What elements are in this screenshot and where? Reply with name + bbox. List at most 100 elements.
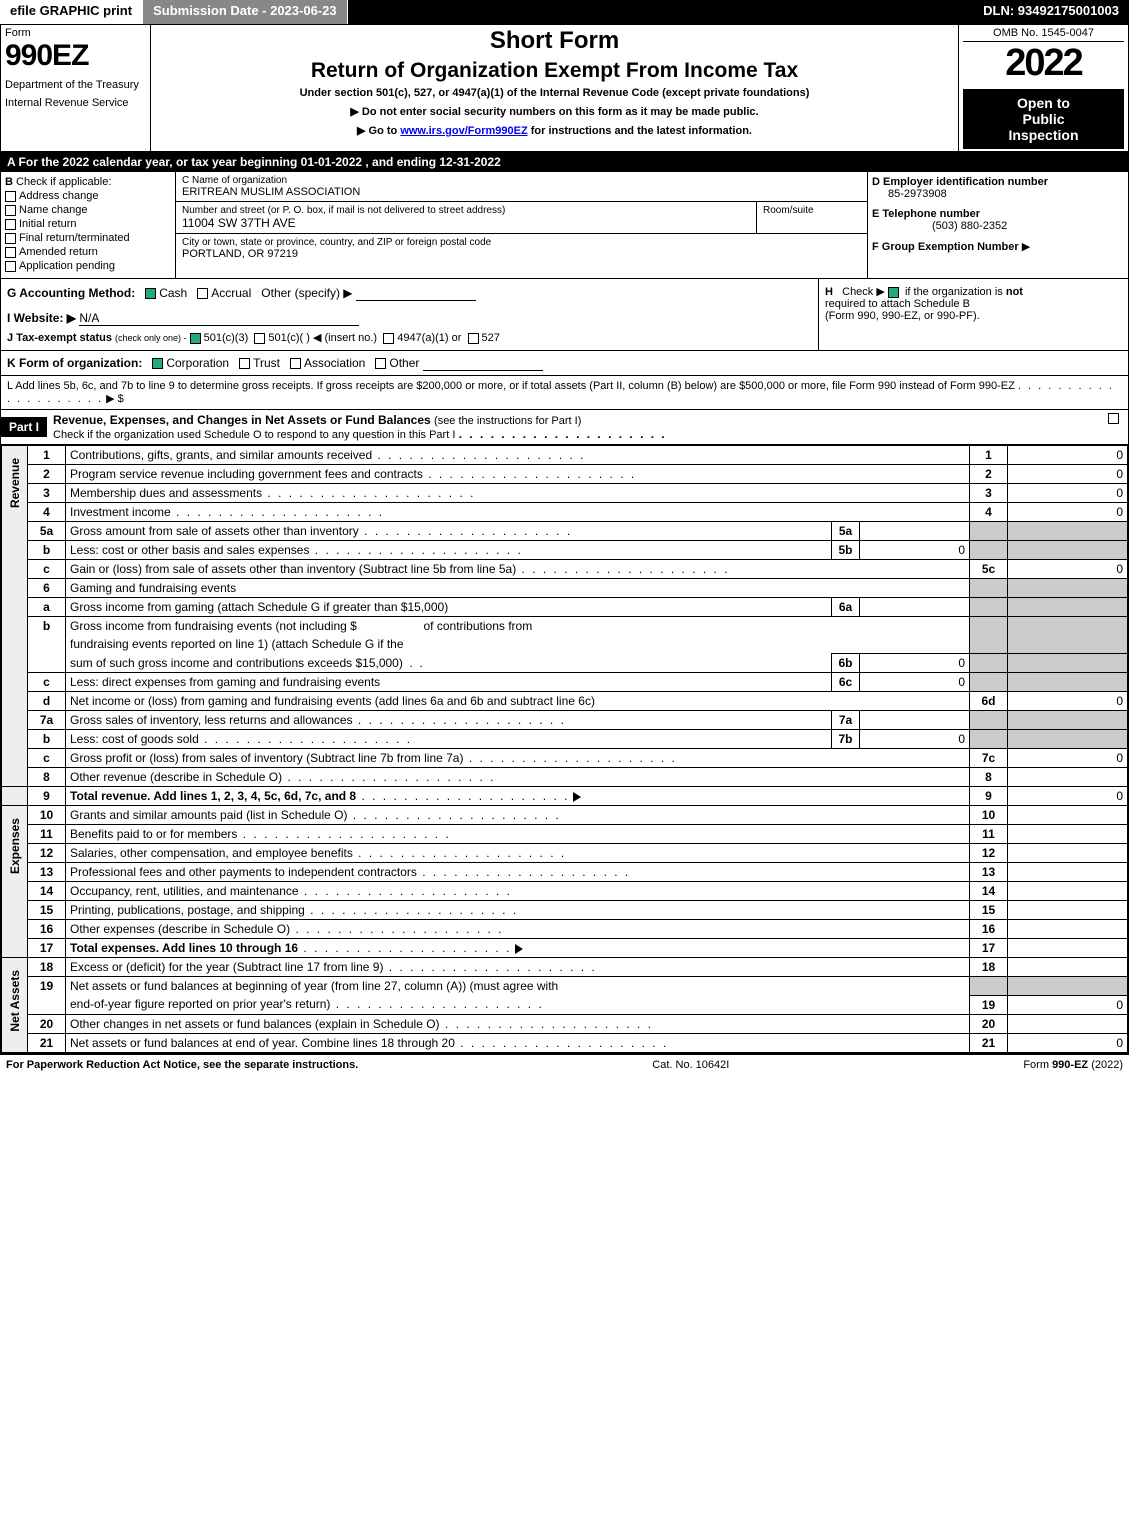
chk-501c3[interactable] xyxy=(190,333,201,344)
l-text: L Add lines 5b, 6c, and 7b to line 9 to … xyxy=(7,380,1015,392)
part1-check: Check if the organization used Schedule … xyxy=(53,429,455,441)
section-a-bar: A For the 2022 calendar year, or tax yea… xyxy=(1,152,1128,172)
part1-title: Revenue, Expenses, and Changes in Net As… xyxy=(53,413,431,427)
row-19-2: end-of-year figure reported on prior yea… xyxy=(2,995,1128,1014)
goto-post: for instructions and the latest informat… xyxy=(531,125,752,137)
line-11-ref: 11 xyxy=(970,825,1008,844)
street-value: 11004 SW 37TH AVE xyxy=(182,216,750,230)
section-k: K Form of organization: Corporation Trus… xyxy=(1,350,1128,375)
accrual-label: Accrual xyxy=(211,286,251,300)
chk-initial-label: Initial return xyxy=(19,218,76,230)
efile-print-label[interactable]: efile GRAPHIC print xyxy=(0,0,143,24)
assoc-label: Association xyxy=(304,356,365,370)
line-7a-grey2 xyxy=(1008,711,1128,730)
line-16-ref: 16 xyxy=(970,920,1008,939)
chk-amended-return[interactable]: Amended return xyxy=(5,246,171,258)
chk-association[interactable] xyxy=(290,358,301,369)
b-check-label: Check if applicable: xyxy=(16,176,111,188)
line-10-amt xyxy=(1008,806,1128,825)
chk-final-return[interactable]: Final return/terminated xyxy=(5,232,171,244)
section-f: F Group Exemption Number ▶ xyxy=(872,240,1124,253)
chk-amended-label: Amended return xyxy=(19,246,98,258)
l-arrow: ▶ $ xyxy=(106,393,124,405)
other-specify-input[interactable] xyxy=(356,285,476,301)
line-21-amt: 0 xyxy=(1008,1033,1128,1052)
chk-not-required[interactable] xyxy=(888,287,899,298)
line-9-desc: Total revenue. Add lines 1, 2, 3, 4, 5c,… xyxy=(66,787,970,806)
street-block: Number and street (or P. O. box, if mail… xyxy=(176,202,757,233)
line-7a-il: 7a xyxy=(832,711,860,730)
line-6-grey2 xyxy=(1008,579,1128,598)
line-18-desc: Excess or (deficit) for the year (Subtra… xyxy=(66,958,970,977)
room-label: Room/suite xyxy=(763,205,861,216)
row-8: 8Other revenue (describe in Schedule O)8 xyxy=(2,768,1128,787)
bullet-ssn: ▶ Do not enter social security numbers o… xyxy=(155,105,954,118)
line-11-desc: Benefits paid to or for members xyxy=(66,825,970,844)
form-frame: Form 990EZ Department of the Treasury In… xyxy=(0,24,1129,1054)
chk-application-pending[interactable]: Application pending xyxy=(5,260,171,272)
other-org-input[interactable] xyxy=(423,355,543,371)
group-exempt-arrow: ▶ xyxy=(1022,241,1030,253)
line-17-amt xyxy=(1008,939,1128,958)
line-6a-desc: Gross income from gaming (attach Schedul… xyxy=(66,598,832,617)
501c3-label: 501(c)(3) xyxy=(204,332,249,344)
line-13-num: 13 xyxy=(28,863,66,882)
trust-label: Trust xyxy=(253,356,280,370)
line-19-ref: 19 xyxy=(970,995,1008,1014)
line-19-desc1: Net assets or fund balances at beginning… xyxy=(66,977,970,996)
chk-trust[interactable] xyxy=(239,358,250,369)
row-6d: dNet income or (loss) from gaming and fu… xyxy=(2,692,1128,711)
chk-527[interactable] xyxy=(468,333,479,344)
top-bar: efile GRAPHIC print Submission Date - 20… xyxy=(0,0,1129,24)
line-6a-iv xyxy=(860,598,970,617)
chk-name-change[interactable]: Name change xyxy=(5,204,171,216)
chk-initial-return[interactable]: Initial return xyxy=(5,218,171,230)
line-1-desc: Contributions, gifts, grants, and simila… xyxy=(66,446,970,465)
open-line3: Inspection xyxy=(967,127,1120,143)
line-6d-ref: 6d xyxy=(970,692,1008,711)
chk-cash[interactable] xyxy=(145,288,156,299)
phone-value: (503) 880-2352 xyxy=(932,220,1007,232)
dln-label: DLN: 93492175001003 xyxy=(973,0,1129,24)
line-17-ref: 17 xyxy=(970,939,1008,958)
row-4: 4Investment income40 xyxy=(2,503,1128,522)
row-13: 13Professional fees and other payments t… xyxy=(2,863,1128,882)
goto-pre: ▶ Go to xyxy=(357,125,400,137)
line-2-ref: 2 xyxy=(970,465,1008,484)
line-12-desc: Salaries, other compensation, and employ… xyxy=(66,844,970,863)
revenue-side-label: Revenue xyxy=(2,446,28,787)
title-cell: Short Form Return of Organization Exempt… xyxy=(151,25,959,152)
j-note: (check only one) - xyxy=(115,333,187,343)
g-label: G Accounting Method: xyxy=(7,286,135,300)
line-5c-num: c xyxy=(28,560,66,579)
chk-corporation[interactable] xyxy=(152,358,163,369)
form-number: 990EZ xyxy=(5,39,146,73)
row-7b: bLess: cost of goods sold7b0 xyxy=(2,730,1128,749)
line-7c-ref: 7c xyxy=(970,749,1008,768)
section-i: I Website: ▶ N/A xyxy=(7,311,812,325)
part1-header-row: Part I Revenue, Expenses, and Changes in… xyxy=(1,409,1128,445)
line-2-desc: Program service revenue including govern… xyxy=(66,465,970,484)
part1-checkbox[interactable] xyxy=(1108,413,1119,424)
irs-link[interactable]: www.irs.gov/Form990EZ xyxy=(400,125,527,137)
line-6a-il: 6a xyxy=(832,598,860,617)
line-14-amt xyxy=(1008,882,1128,901)
chk-accrual[interactable] xyxy=(197,288,208,299)
chk-501c[interactable] xyxy=(254,333,265,344)
part1-tag: Part I xyxy=(1,417,47,437)
line-20-num: 20 xyxy=(28,1014,66,1033)
line-6b-grey1 xyxy=(970,617,1008,654)
open-inspection-box: Open to Public Inspection xyxy=(963,89,1124,149)
line-6b-desc1: Gross income from fundraising events (no… xyxy=(66,617,970,636)
section-e: E Telephone number (503) 880-2352 xyxy=(872,208,1124,232)
chk-address-change[interactable]: Address change xyxy=(5,190,171,202)
section-g-i: G Accounting Method: Cash Accrual Other … xyxy=(1,279,818,350)
row-7c: cGross profit or (loss) from sales of in… xyxy=(2,749,1128,768)
chk-other-org[interactable] xyxy=(375,358,386,369)
line-8-amt xyxy=(1008,768,1128,787)
line-6a-grey1 xyxy=(970,598,1008,617)
under-section: Under section 501(c), 527, or 4947(a)(1)… xyxy=(155,87,954,99)
line-14-num: 14 xyxy=(28,882,66,901)
chk-4947[interactable] xyxy=(383,333,394,344)
line-7b-iv: 0 xyxy=(860,730,970,749)
